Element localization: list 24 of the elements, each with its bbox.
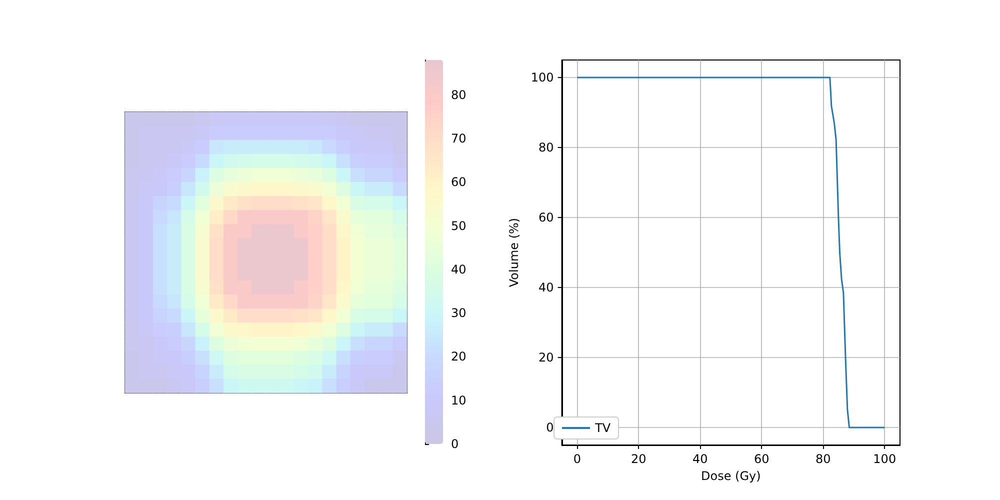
y-axis-title: Volume (%) <box>507 218 521 288</box>
color-bar-label: 80 <box>451 88 466 102</box>
color-bar-label: 30 <box>451 306 466 320</box>
y-tick-label: 0 <box>546 420 554 434</box>
y-tick-label: 100 <box>530 70 554 84</box>
x-tick-label: 100 <box>873 452 896 466</box>
color-bar-label: 20 <box>451 350 466 364</box>
y-tick-label: 40 <box>538 280 554 294</box>
color-bar-label: 60 <box>451 175 466 190</box>
x-tick-label: 80 <box>815 452 831 466</box>
color-bar-label: 40 <box>451 262 466 276</box>
legend-label: TV <box>594 421 612 435</box>
color-bar-label: 50 <box>451 218 466 233</box>
color-bar-label: 0 <box>451 437 459 451</box>
color-bar-label: 10 <box>451 393 466 408</box>
y-tick-label: 60 <box>538 210 554 224</box>
y-tick-label: 80 <box>538 140 554 154</box>
x-tick-label: 40 <box>692 452 708 466</box>
x-tick-label: 0 <box>573 452 581 466</box>
x-axis-title: Dose (Gy) <box>701 468 761 483</box>
color-bar-label: 70 <box>451 132 466 146</box>
y-tick-label: 20 <box>538 350 554 364</box>
x-tick-label: 20 <box>631 452 646 466</box>
x-tick-label: 60 <box>754 452 770 466</box>
